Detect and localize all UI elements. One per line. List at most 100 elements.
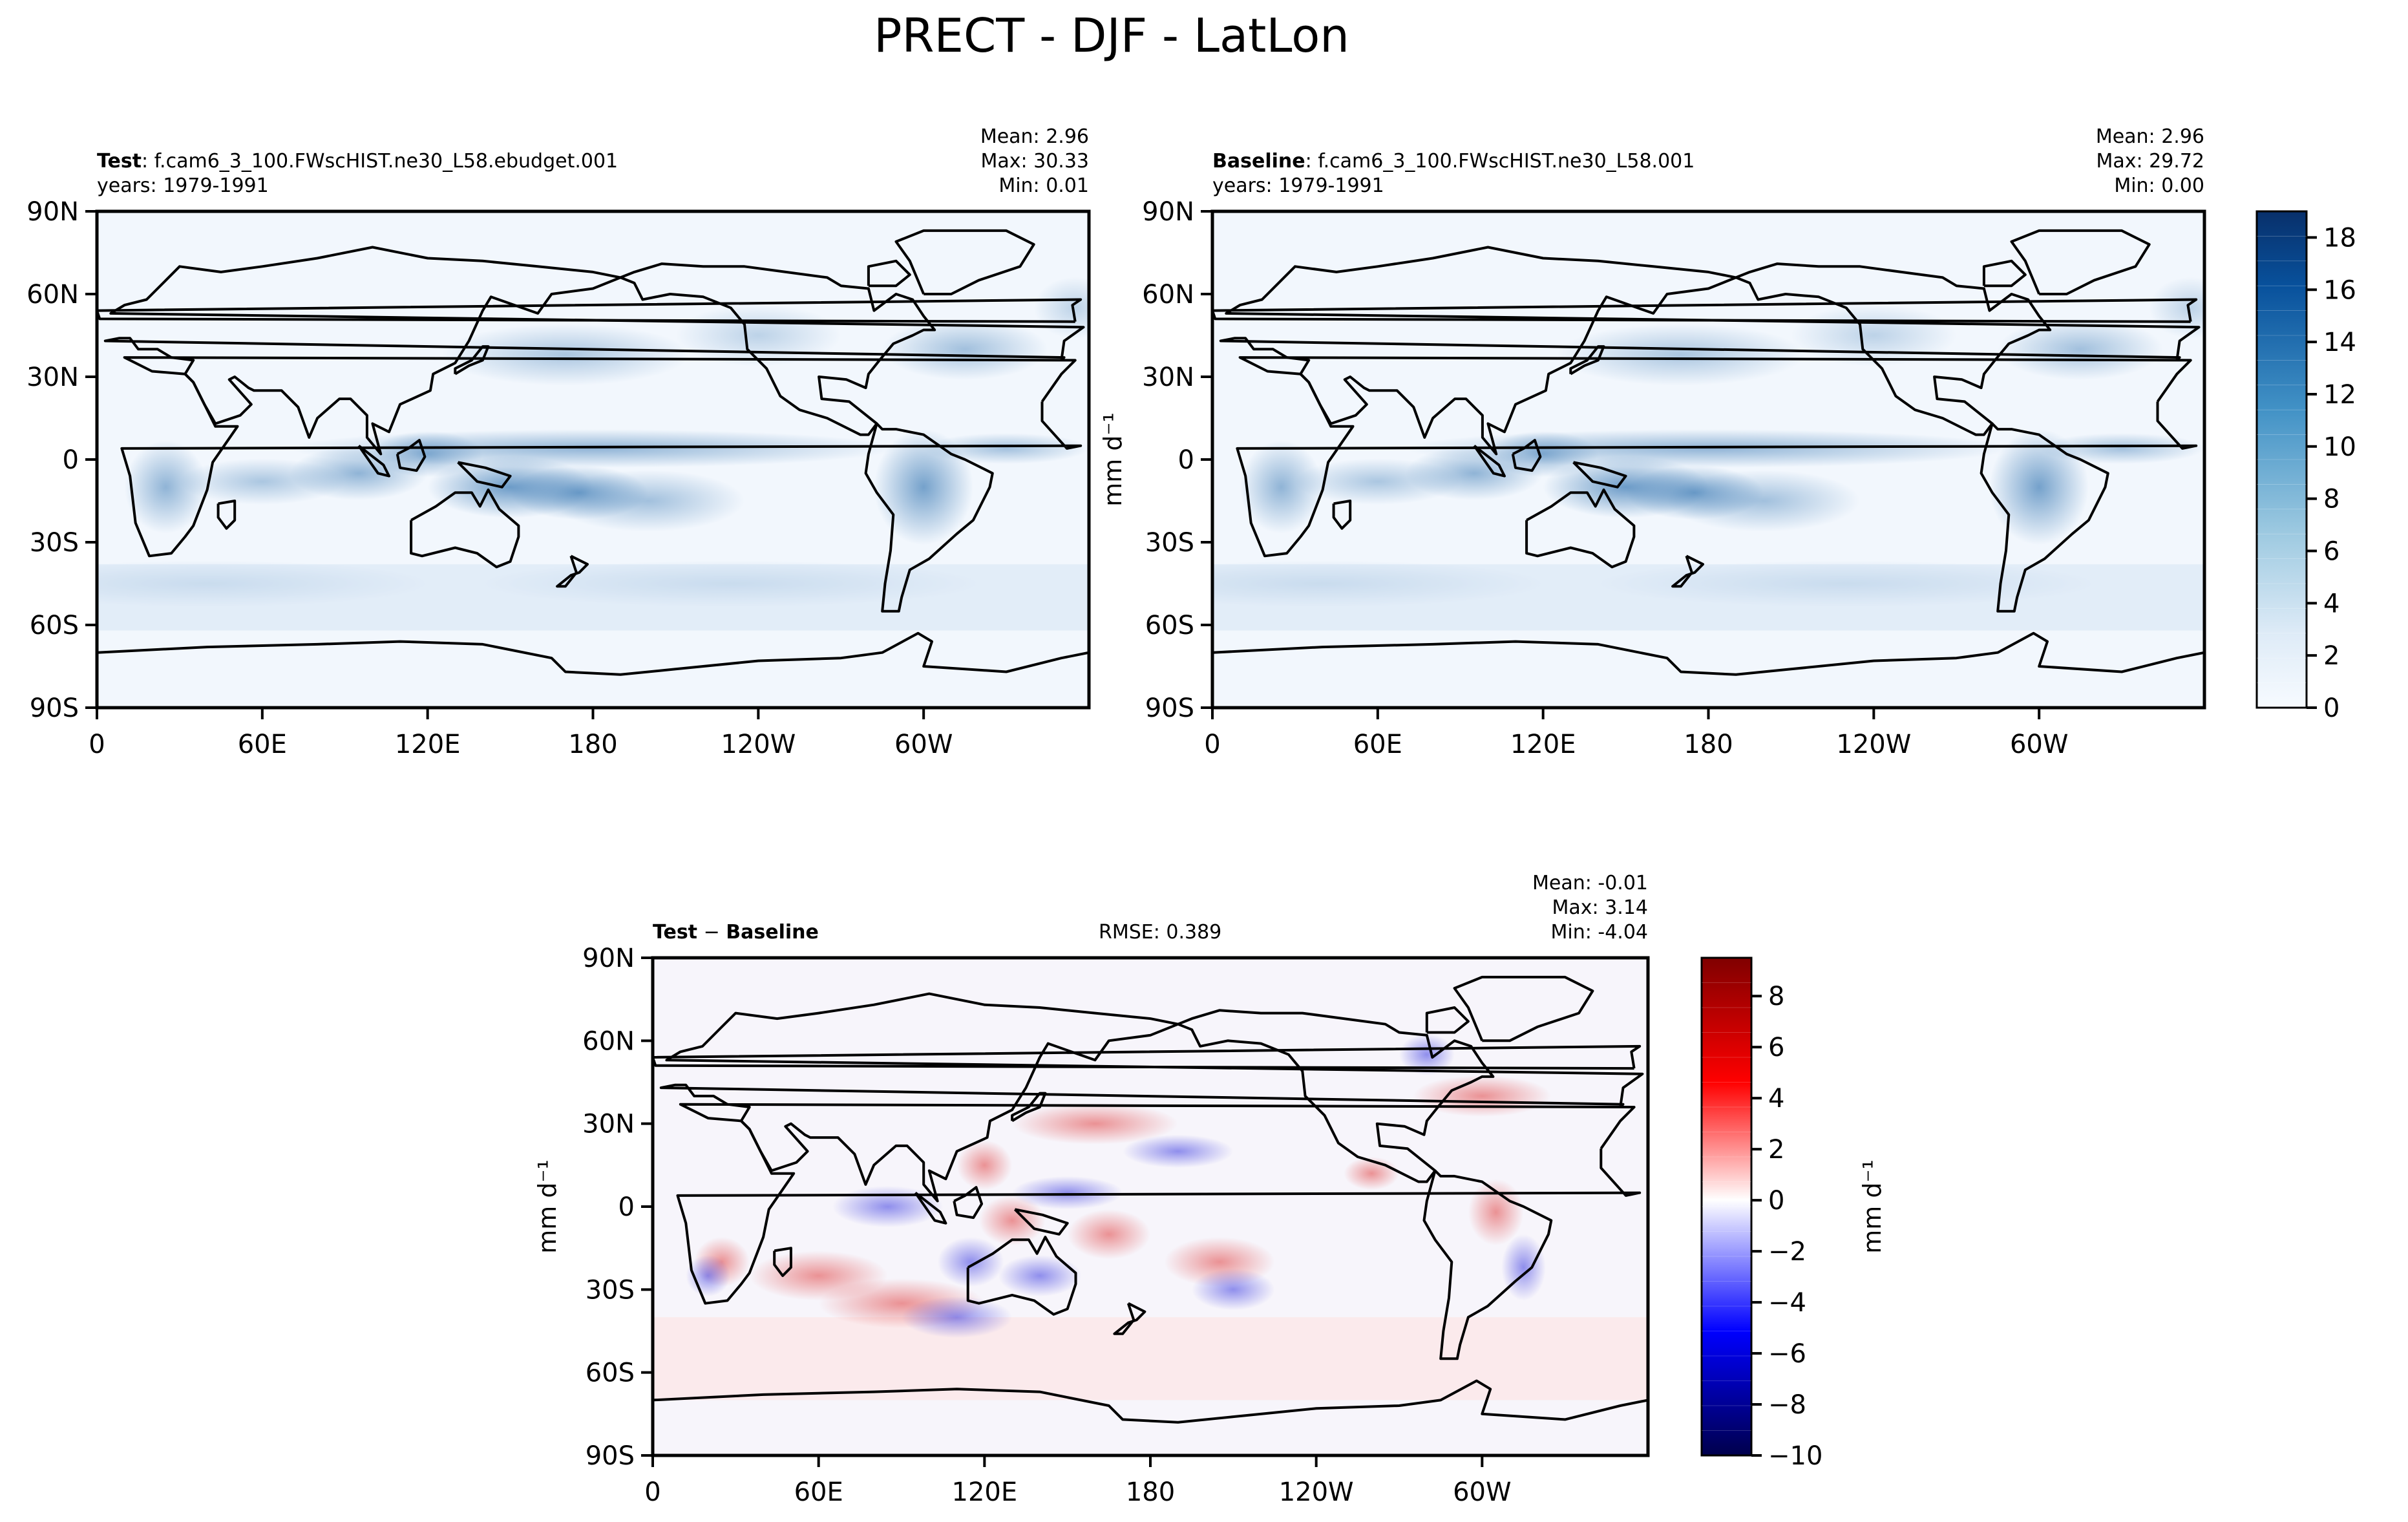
precip-cell bbox=[1240, 440, 1323, 534]
coastline bbox=[1425, 1006, 1470, 1034]
y-tick-label: 90S bbox=[30, 693, 79, 723]
x-tick-label: 180 bbox=[1684, 730, 1733, 759]
coastline bbox=[1212, 298, 2198, 323]
coastline bbox=[1236, 356, 2198, 558]
colorbar-diff: −10 −8 −6 −4 −2 0 2 4 6 8 mm d⁻¹ bbox=[1700, 957, 1886, 1471]
panel-stat: Mean: 2.96 bbox=[2096, 125, 2204, 148]
coastline bbox=[867, 259, 911, 288]
precip-cell bbox=[1294, 458, 1461, 505]
colorbar-tick-label: −10 bbox=[1768, 1441, 1822, 1471]
coastline bbox=[653, 1044, 1642, 1070]
x-tick-label: 120W bbox=[1836, 730, 1911, 759]
colorbar-tick-label: 18 bbox=[2323, 223, 2356, 253]
y-tick-label: 90S bbox=[1145, 693, 1194, 723]
coastline bbox=[103, 246, 1085, 456]
coastlines bbox=[1212, 229, 2204, 676]
coastline bbox=[653, 1379, 1648, 1424]
panel-rmse: RMSE: 0.389 bbox=[1099, 921, 1221, 944]
colorbar-tick-label: 6 bbox=[2323, 536, 2339, 566]
x-tick-label: 0 bbox=[89, 730, 105, 759]
coastline bbox=[1219, 246, 2201, 456]
coastline bbox=[1569, 345, 1605, 375]
precip-cell bbox=[441, 324, 690, 386]
colorbar-tick-label: 0 bbox=[1768, 1186, 1784, 1216]
y-tick-label: 90N bbox=[582, 944, 635, 973]
panel-label: Baseline: f.cam6_3_100.FWscHIST.ne30_L58… bbox=[1212, 150, 1695, 173]
coastline bbox=[1671, 555, 1704, 588]
precip-cell bbox=[1556, 324, 1805, 386]
map-panel-test: 0 60E 120E 180 120W 60W 90N 60N 30N 0 30S 60S 90S Tes… bbox=[26, 125, 1091, 759]
x-tick-label: 60W bbox=[894, 730, 953, 759]
coastline bbox=[1113, 1302, 1146, 1335]
coastline bbox=[1332, 500, 1352, 530]
coastline bbox=[2010, 229, 2151, 295]
coastline bbox=[1980, 423, 2109, 613]
colorbar-tick-label: 4 bbox=[2323, 589, 2339, 618]
coastlines bbox=[653, 975, 1648, 1424]
diff-negative-cell bbox=[1192, 1269, 1275, 1311]
panel-label: Test: f.cam6_3_100.FWscHIST.ne30_L58.ebu… bbox=[97, 150, 618, 173]
coastline bbox=[1422, 1169, 1553, 1360]
diff-band bbox=[653, 1317, 1648, 1400]
panel-stat: Min: -4.04 bbox=[1551, 921, 1649, 944]
coastline bbox=[1525, 488, 1636, 569]
x-tick-label: 120E bbox=[1510, 730, 1576, 759]
colorbar-tick-label: 4 bbox=[1768, 1084, 1784, 1114]
coastline bbox=[620, 262, 936, 436]
y-tick-label: 90S bbox=[586, 1441, 635, 1471]
precip-cell bbox=[1998, 318, 2164, 381]
colorbar-tick-label: 8 bbox=[2323, 485, 2339, 514]
colorbar-tick-label: 12 bbox=[2323, 380, 2356, 410]
map-field bbox=[1212, 277, 2204, 631]
y-tick-label: 60S bbox=[586, 1358, 635, 1388]
coastline bbox=[1735, 262, 2052, 436]
precip-cell bbox=[1667, 470, 1861, 532]
colorbar-tick-label: 6 bbox=[1768, 1033, 1784, 1062]
coastline bbox=[357, 445, 390, 478]
diff-positive-cell bbox=[956, 1140, 1013, 1190]
precip-cell bbox=[2039, 433, 2204, 464]
coastline bbox=[894, 229, 1035, 295]
coastline bbox=[457, 461, 512, 489]
map-panel-diff: 0 60E 120E 180 120W 60W 90N 60N 30N 0 30S 60S 90S Tes… bbox=[582, 872, 1650, 1507]
coastline bbox=[410, 488, 520, 569]
y-tick-label: 0 bbox=[63, 445, 79, 475]
y-tick-label: 0 bbox=[618, 1192, 635, 1222]
coastline bbox=[914, 1192, 947, 1225]
coastline bbox=[676, 1103, 1642, 1305]
precip-cell bbox=[1791, 304, 1957, 366]
coastline bbox=[953, 1186, 984, 1220]
coastline bbox=[1011, 1092, 1047, 1123]
coastline bbox=[396, 439, 427, 472]
y-tick-label: 60S bbox=[30, 611, 79, 640]
colorbar-units-label: mm d⁻¹ bbox=[1858, 1159, 1886, 1254]
coastline bbox=[97, 298, 1083, 323]
y-tick-label: 60N bbox=[26, 280, 79, 310]
coastline bbox=[1178, 1009, 1495, 1183]
figure-title: PRECT - DJF - LatLon bbox=[874, 8, 1349, 63]
x-tick-label: 120E bbox=[395, 730, 461, 759]
y-tick-label: 30N bbox=[1142, 363, 1194, 392]
panel-stat: Min: 0.00 bbox=[2114, 174, 2204, 197]
colorbar-tick-label: −6 bbox=[1768, 1339, 1806, 1369]
precip-cell bbox=[924, 433, 1089, 464]
x-tick-label: 60E bbox=[238, 730, 287, 759]
x-tick-label: 120W bbox=[1279, 1477, 1354, 1507]
precip-cell bbox=[1212, 560, 1543, 607]
panel-label: Test − Baseline bbox=[653, 921, 819, 944]
x-tick-label: 180 bbox=[568, 730, 617, 759]
y-tick-label: 30N bbox=[582, 1110, 635, 1139]
diff-negative-cell bbox=[1012, 1176, 1123, 1210]
precip-cell bbox=[675, 304, 841, 366]
coastline bbox=[1453, 975, 1594, 1042]
map-panel-baseline: 0 60E 120E 180 120W 60W 90N 60N 30N 0 30S 60S 90S Bas… bbox=[1142, 125, 2206, 759]
precip-cell bbox=[482, 560, 979, 607]
colorbar-fill bbox=[2255, 210, 2308, 709]
diff-negative-cell bbox=[998, 1254, 1082, 1297]
precip-cell bbox=[2149, 277, 2204, 339]
x-tick-label: 120E bbox=[952, 1477, 1018, 1507]
coastline bbox=[773, 1247, 792, 1277]
colorbar-tick-label: 2 bbox=[2323, 641, 2339, 671]
coastline bbox=[1473, 445, 1506, 478]
